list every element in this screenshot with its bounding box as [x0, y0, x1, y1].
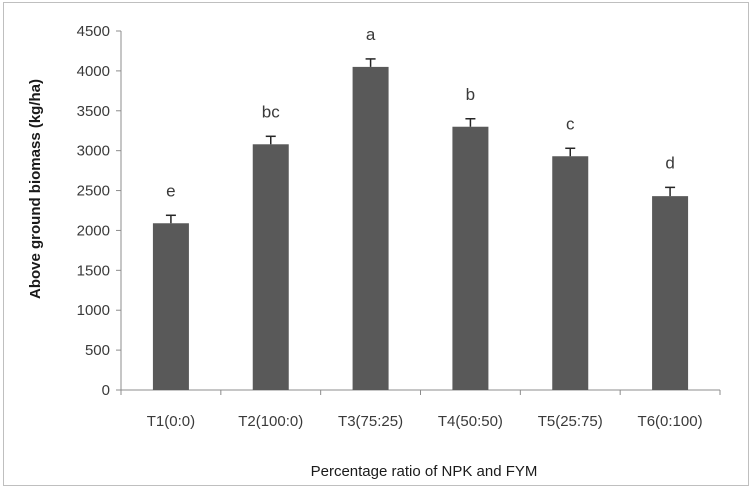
bar-chart: Above ground biomass (kg/ha) Percentage … [27, 23, 721, 480]
y-tick-label: 3000 [77, 143, 110, 160]
y-tick-label: 2000 [77, 222, 110, 239]
bar [352, 66, 389, 391]
significance-letter: a [366, 25, 376, 44]
x-axis-title: Percentage ratio of NPK and FYM [311, 463, 538, 480]
y-tick-label: 4500 [77, 23, 110, 40]
y-tick-label: 500 [85, 342, 110, 359]
chart-frame: Above ground biomass (kg/ha) Percentage … [3, 2, 749, 486]
significance-letter: b [466, 85, 475, 104]
significance-letter: c [566, 114, 575, 133]
x-tick-label: T5(25:75) [538, 413, 603, 430]
y-tick-label: 3500 [77, 103, 110, 120]
y-tick-label: 1000 [77, 302, 110, 319]
bar [552, 156, 589, 390]
x-tick-label: T2(100:0) [238, 413, 303, 430]
bar [152, 223, 189, 390]
significance-letter: bc [262, 102, 280, 121]
y-tick-label: 1500 [77, 262, 110, 279]
x-tick-label: T6(0:100) [638, 413, 703, 430]
bar [252, 144, 289, 390]
x-tick-label: T1(0:0) [147, 413, 195, 430]
y-tick-label: 2500 [77, 183, 110, 200]
bar [652, 196, 689, 390]
y-tick-label: 4000 [77, 63, 110, 80]
significance-letter: d [665, 153, 674, 172]
significance-letter: e [166, 181, 175, 200]
y-tick-label: 0 [102, 382, 110, 399]
bar [452, 126, 489, 390]
y-axis-title: Above ground biomass (kg/ha) [27, 79, 44, 299]
x-tick-label: T3(75:25) [338, 413, 403, 430]
x-tick-label: T4(50:50) [438, 413, 503, 430]
